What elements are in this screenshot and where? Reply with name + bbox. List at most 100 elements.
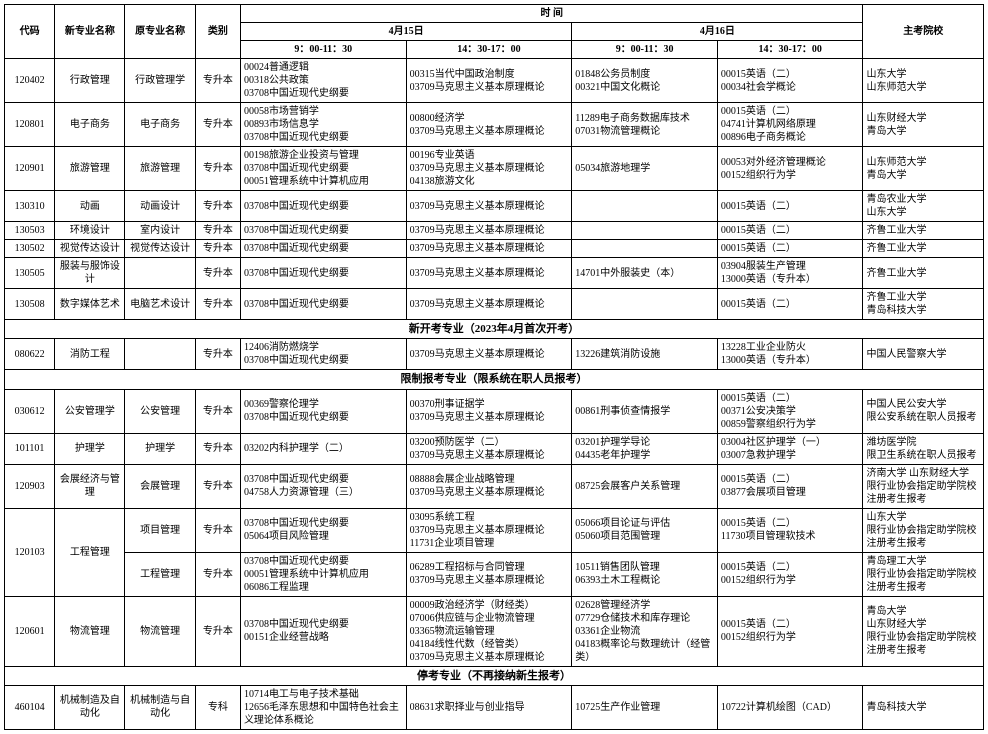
cell: 专升本 — [195, 222, 240, 240]
cell: 会展经济与管理 — [55, 464, 125, 508]
cell: 03708中国近现代史纲要 — [240, 289, 406, 320]
cell: 专升本 — [195, 508, 240, 552]
table-row: 130503环境设计室内设计专升本03708中国近现代史纲要03709马克思主义… — [5, 222, 984, 240]
cell: 00015英语（二） 00034社会学概论 — [717, 59, 863, 103]
cell: 03095系统工程 03709马克思主义基本原理概论 11731企业项目管理 — [406, 508, 572, 552]
cell: 专升本 — [195, 191, 240, 222]
cell: 护理学 — [125, 433, 195, 464]
cell: 青岛大学 山东财经大学 限行业协会指定助学院校注册考生报考 — [863, 596, 984, 666]
cell: 护理学 — [55, 433, 125, 464]
cell: 00800经济学 03709马克思主义基本原理概论 — [406, 103, 572, 147]
cell: 080622 — [5, 339, 55, 370]
cell: 00024普通逻辑 00318公共政策 03708中国近现代史纲要 — [240, 59, 406, 103]
cell: 00015英语（二） 03877会展项目管理 — [717, 464, 863, 508]
cell: 10725生产作业管理 — [572, 685, 718, 729]
cell: 00058市场营销学 00893市场信息学 03708中国近现代史纲要 — [240, 103, 406, 147]
table-row: 工程管理专升本03708中国近现代史纲要 00051管理系统中计算机应用 060… — [5, 552, 984, 596]
cell: 齐鲁工业大学 青岛科技大学 — [863, 289, 984, 320]
cell: 专升本 — [195, 596, 240, 666]
cell: 08888会展企业战略管理 03709马克思主义基本原理概论 — [406, 464, 572, 508]
cell: 11289电子商务数据库技术 07031物流管理概论 — [572, 103, 718, 147]
cell: 00369警察伦理学 03708中国近现代史纲要 — [240, 389, 406, 433]
cell: 130508 — [5, 289, 55, 320]
cell: 00198旅游企业投资与管理 03708中国近现代史纲要 00051管理系统中计… — [240, 147, 406, 191]
cell: 460104 — [5, 685, 55, 729]
cell: 05066项目论证与评估 05060项目范围管理 — [572, 508, 718, 552]
cell: 山东大学 山东师范大学 — [863, 59, 984, 103]
cell: 项目管理 — [125, 508, 195, 552]
h-15am: 9：00-11：30 — [240, 41, 406, 59]
h-newmajor: 新专业名称 — [55, 5, 125, 59]
cell: 13228工业企业防火 13000英语（专升本） — [717, 339, 863, 370]
cell: 动画设计 — [125, 191, 195, 222]
cell: 专升本 — [195, 240, 240, 258]
cell: 山东财经大学 青岛大学 — [863, 103, 984, 147]
table-row: 120402行政管理行政管理学专升本00024普通逻辑 00318公共政策 03… — [5, 59, 984, 103]
tbody-newstart: 080622消防工程专升本12406消防燃烧学 03708中国近现代史纲要037… — [5, 339, 984, 370]
cell: 03709马克思主义基本原理概论 — [406, 258, 572, 289]
cell: 130502 — [5, 240, 55, 258]
cell: 13226建筑消防设施 — [572, 339, 718, 370]
cell: 旅游管理 — [125, 147, 195, 191]
table-row: 101101护理学护理学专升本03202内科护理学（二）03200预防医学（二）… — [5, 433, 984, 464]
h-time: 时 间 — [240, 5, 863, 23]
cell: 02628管理经济学 07729仓储技术和库存理论 03361企业物流 0418… — [572, 596, 718, 666]
h-16pm: 14：30-17：00 — [717, 41, 863, 59]
cell: 03708中国近现代史纲要 05064项目风险管理 — [240, 508, 406, 552]
cell: 中国人民警察大学 — [863, 339, 984, 370]
cell: 中国人民公安大学 限公安系统在职人员报考 — [863, 389, 984, 433]
cell: 山东师范大学 青岛大学 — [863, 147, 984, 191]
cell: 00015英语（二） — [717, 191, 863, 222]
cell: 室内设计 — [125, 222, 195, 240]
h-code: 代码 — [5, 5, 55, 59]
cell: 动画 — [55, 191, 125, 222]
table-row: 130508数字媒体艺术电脑艺术设计专升本03708中国近现代史纲要03709马… — [5, 289, 984, 320]
cell: 03200预防医学（二） 03709马克思主义基本原理概论 — [406, 433, 572, 464]
section-restricted: 限制报考专业（限系统在职人员报考） — [5, 370, 984, 389]
cell: 120901 — [5, 147, 55, 191]
cell: 03709马克思主义基本原理概论 — [406, 240, 572, 258]
cell: 03201护理学导论 04435老年护理学 — [572, 433, 718, 464]
cell: 08631求职择业与创业指导 — [406, 685, 572, 729]
tbody-restricted: 030612公安管理学公安管理专升本00369警察伦理学 03708中国近现代史… — [5, 389, 984, 666]
cell: 03708中国近现代史纲要 04758人力资源管理（三） — [240, 464, 406, 508]
h-15pm: 14：30-17：00 — [406, 41, 572, 59]
table-row: 460104机械制造及自动化机械制造与自动化专科10714电工与电子技术基础 1… — [5, 685, 984, 729]
cell: 00015英语（二） — [717, 289, 863, 320]
cell: 专升本 — [195, 103, 240, 147]
cell: 130505 — [5, 258, 55, 289]
cell: 视觉传达设计 — [55, 240, 125, 258]
cell: 会展管理 — [125, 464, 195, 508]
cell: 03708中国近现代史纲要 — [240, 240, 406, 258]
cell: 物流管理 — [125, 596, 195, 666]
cell — [572, 240, 718, 258]
table-row: 080622消防工程专升本12406消防燃烧学 03708中国近现代史纲要037… — [5, 339, 984, 370]
cell: 专升本 — [195, 59, 240, 103]
cell: 00861刑事侦查情报学 — [572, 389, 718, 433]
table-row: 130505服装与服饰设计专升本03708中国近现代史纲要03709马克思主义基… — [5, 258, 984, 289]
cell — [572, 289, 718, 320]
cell: 电子商务 — [55, 103, 125, 147]
cell: 03708中国近现代史纲要 — [240, 191, 406, 222]
cell: 专升本 — [195, 389, 240, 433]
cell: 03708中国近现代史纲要 00151企业经营战略 — [240, 596, 406, 666]
table-row: 120903会展经济与管理会展管理专升本03708中国近现代史纲要 04758人… — [5, 464, 984, 508]
cell: 行政管理学 — [125, 59, 195, 103]
cell: 03904服装生产管理 13000英语（专升本） — [717, 258, 863, 289]
cell: 专升本 — [195, 339, 240, 370]
cell: 10511销售团队管理 06393土木工程概论 — [572, 552, 718, 596]
cell: 机械制造与自动化 — [125, 685, 195, 729]
cell: 03004社区护理学（一） 03007急救护理学 — [717, 433, 863, 464]
cell: 青岛科技大学 — [863, 685, 984, 729]
cell: 10722计算机绘图（CAD） — [717, 685, 863, 729]
cell: 公安管理学 — [55, 389, 125, 433]
cell: 电脑艺术设计 — [125, 289, 195, 320]
cell: 03202内科护理学（二） — [240, 433, 406, 464]
cell: 专升本 — [195, 433, 240, 464]
cell: 120402 — [5, 59, 55, 103]
cell: 环境设计 — [55, 222, 125, 240]
cell: 101101 — [5, 433, 55, 464]
cell: 120601 — [5, 596, 55, 666]
cell: 专升本 — [195, 147, 240, 191]
table-row: 130310动画动画设计专升本03708中国近现代史纲要03709马克思主义基本… — [5, 191, 984, 222]
